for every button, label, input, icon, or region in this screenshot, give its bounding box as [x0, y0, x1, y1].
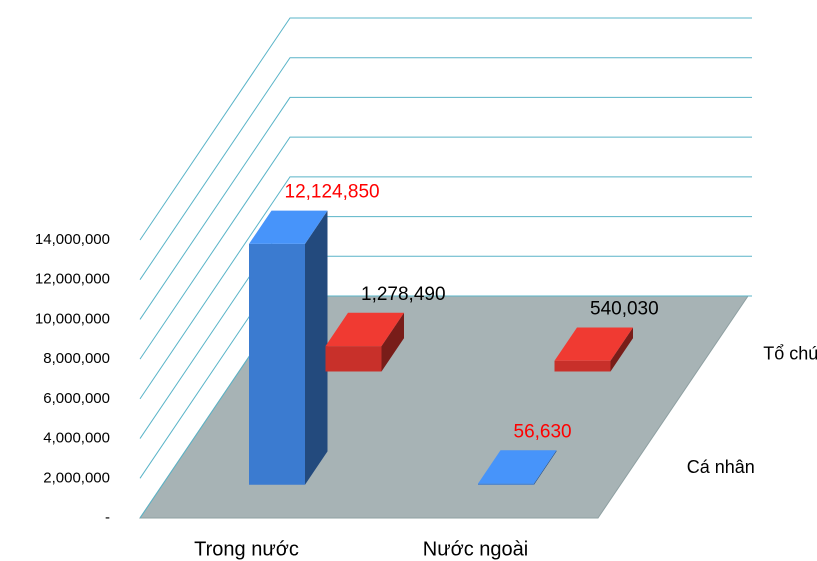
- series-label: Tổ chức: [763, 344, 817, 364]
- bar-front: [325, 346, 382, 372]
- bar-side: [381, 312, 404, 372]
- bar-top: [325, 312, 404, 347]
- value-label: 12,124,850: [285, 182, 380, 203]
- grid-line: [139, 17, 752, 241]
- value-label: 1,278,490: [361, 284, 446, 305]
- bar-front: [554, 360, 611, 372]
- x-tick-label: Nước ngoài: [423, 538, 528, 560]
- series-label: Cá nhân: [687, 457, 755, 477]
- y-tick-label: 12,000,000: [35, 271, 110, 288]
- y-tick-label: 2,000,000: [43, 469, 110, 486]
- y-tick-label: 14,000,000: [35, 231, 110, 248]
- y-tick-label: 4,000,000: [43, 430, 110, 447]
- y-tick-label: 8,000,000: [43, 350, 110, 367]
- value-label: 540,030: [590, 298, 659, 319]
- bar-front: [478, 483, 534, 485]
- grid-line: [139, 96, 752, 320]
- grid-line: [139, 57, 752, 280]
- y-tick-label: 10,000,000: [35, 310, 110, 327]
- bar-side: [305, 210, 328, 485]
- y-tick-label: -: [105, 509, 110, 526]
- bar-top: [249, 210, 328, 244]
- floor: [139, 295, 749, 519]
- bar-top: [478, 450, 557, 484]
- grid-line: [139, 176, 752, 400]
- bar-front: [249, 243, 305, 485]
- grid-line: [139, 136, 752, 360]
- x-tick-label: Trong nước: [194, 538, 299, 560]
- bar-top: [554, 327, 633, 361]
- bar-side: [534, 450, 557, 485]
- y-tick-label: 6,000,000: [43, 390, 110, 407]
- value-label: 56,630: [514, 421, 572, 442]
- bar-side: [610, 327, 633, 372]
